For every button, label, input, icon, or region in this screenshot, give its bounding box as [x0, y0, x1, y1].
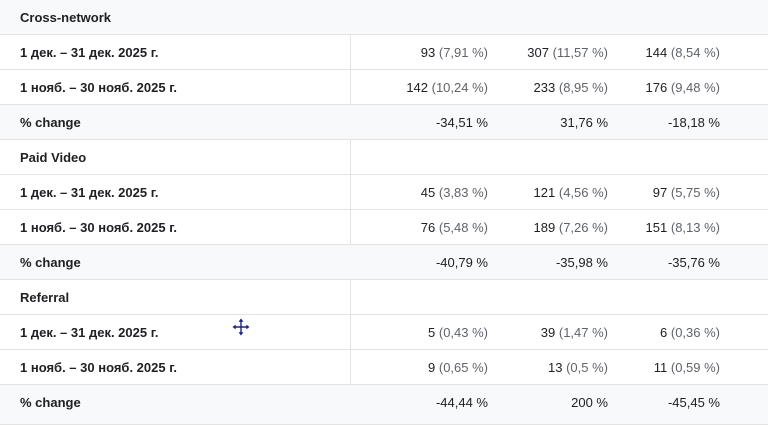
cell-col-3: 11 (0,59 %) — [653, 360, 720, 375]
change-row: % change -44,44 % 200 % -45,45 % — [0, 385, 768, 425]
cell-col-2: 189 (7,26 %) — [533, 220, 608, 235]
group-title: Paid Video — [20, 150, 87, 165]
group-header-row: Referral — [0, 280, 768, 315]
table-row[interactable]: 1 дек. – 31 дек. 2025 г. 45 (3,83 %) 121… — [0, 175, 768, 210]
group-title: Cross-network — [20, 10, 112, 25]
row-date-range: 1 нояб. – 30 нояб. 2025 г. — [20, 220, 177, 235]
change-row: % change -40,79 % -35,98 % -35,76 % — [0, 245, 768, 280]
cell-col-2: 121 (4,56 %) — [533, 185, 608, 200]
cell-col-2: 307 (11,57 %) — [527, 45, 608, 60]
cell-col-3: 176 (9,48 %) — [645, 80, 720, 95]
cell-col-3: 6 (0,36 %) — [660, 325, 720, 340]
change-col-3: -35,76 % — [667, 255, 720, 270]
change-row: % change -34,51 % 31,76 % -18,18 % — [0, 105, 768, 140]
cell-col-1: 93 (7,91 %) — [420, 45, 488, 60]
cell-col-1: 45 (3,83 %) — [420, 185, 488, 200]
cell-col-1: 76 (5,48 %) — [420, 220, 488, 235]
change-col-2: -35,98 % — [555, 255, 608, 270]
move-cursor-icon — [231, 317, 251, 337]
cell-col-1: 142 (10,24 %) — [406, 80, 488, 95]
row-date-range: 1 нояб. – 30 нояб. 2025 г. — [20, 360, 177, 375]
group-title: Referral — [20, 290, 70, 305]
row-date-range: 1 дек. – 31 дек. 2025 г. — [20, 45, 159, 60]
change-label: % change — [20, 255, 81, 270]
change-col-3: -18,18 % — [667, 115, 720, 130]
change-col-2: 31,76 % — [560, 115, 608, 130]
table-row[interactable]: 1 нояб. – 30 нояб. 2025 г. 9 (0,65 %) 13… — [0, 350, 768, 385]
change-col-3: -45,45 % — [667, 395, 720, 410]
change-col-1: -34,51 % — [435, 115, 488, 130]
table-row[interactable]: 1 дек. – 31 дек. 2025 г. 5 (0,43 %) 39 (… — [0, 315, 768, 350]
column-divider — [350, 0, 351, 425]
group-header-row: Cross-network — [0, 0, 768, 35]
change-label: % change — [20, 395, 81, 410]
group-header-row: Paid Video — [0, 140, 768, 175]
cell-col-2: 13 (0,5 %) — [548, 360, 608, 375]
cell-col-2: 233 (8,95 %) — [533, 80, 608, 95]
row-date-range: 1 нояб. – 30 нояб. 2025 г. — [20, 80, 177, 95]
change-col-1: -44,44 % — [435, 395, 488, 410]
change-col-2: 200 % — [571, 395, 608, 410]
cell-col-3: 144 (8,54 %) — [645, 45, 720, 60]
cell-col-1: 5 (0,43 %) — [428, 325, 488, 340]
cell-col-2: 39 (1,47 %) — [540, 325, 608, 340]
cell-col-1: 9 (0,65 %) — [428, 360, 488, 375]
table-row[interactable]: 1 дек. – 31 дек. 2025 г. 93 (7,91 %) 307… — [0, 35, 768, 70]
table-row[interactable]: 1 нояб. – 30 нояб. 2025 г. 76 (5,48 %) 1… — [0, 210, 768, 245]
cell-col-3: 97 (5,75 %) — [652, 185, 720, 200]
change-label: % change — [20, 115, 81, 130]
change-col-1: -40,79 % — [435, 255, 488, 270]
row-date-range: 1 дек. – 31 дек. 2025 г. — [20, 325, 159, 340]
cell-col-3: 151 (8,13 %) — [645, 220, 720, 235]
row-date-range: 1 дек. – 31 дек. 2025 г. — [20, 185, 159, 200]
table-row[interactable]: 1 нояб. – 30 нояб. 2025 г. 142 (10,24 %)… — [0, 70, 768, 105]
